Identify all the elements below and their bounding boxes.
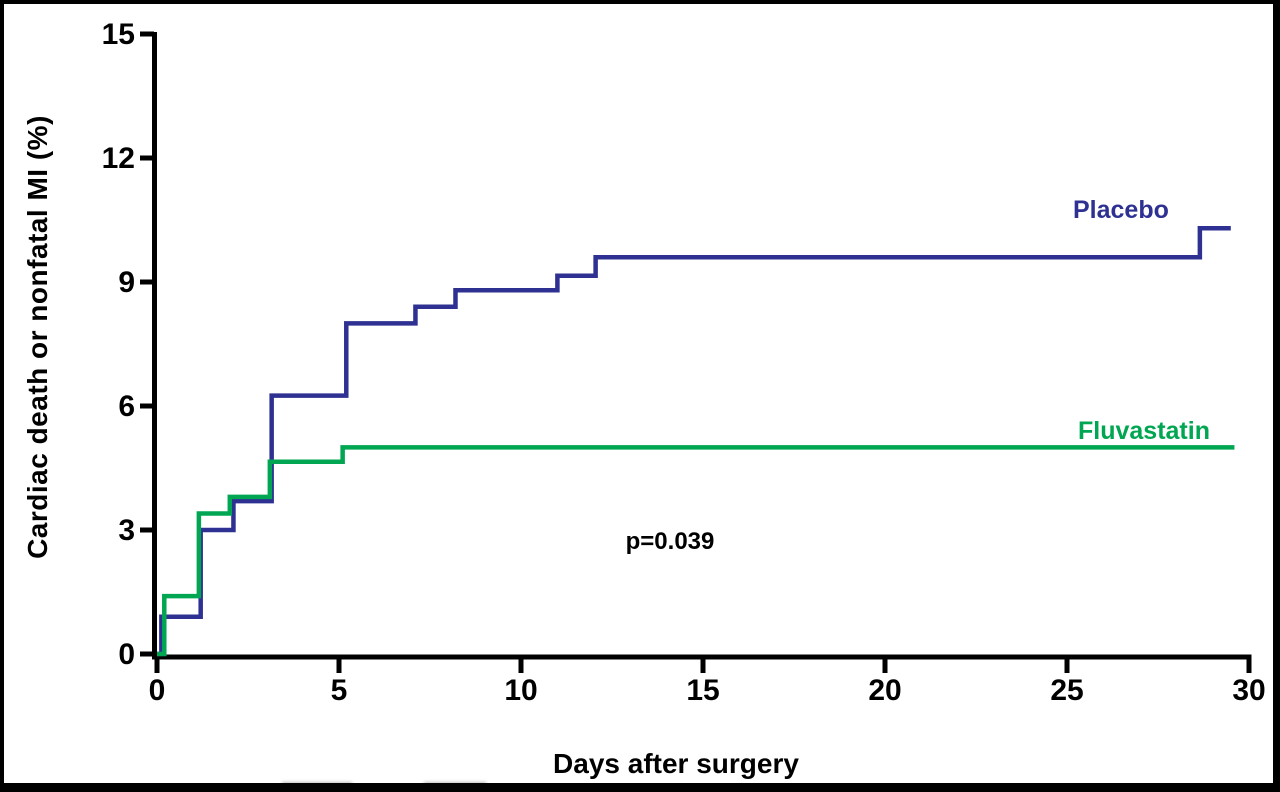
cutoff-text-fragment xyxy=(282,782,352,783)
x-tick-label: 20 xyxy=(868,674,901,707)
y-tick-label: 0 xyxy=(118,638,135,671)
x-tick-label: 30 xyxy=(1232,674,1265,707)
y-axis-title: Cardiac death or nonfatal MI (%) xyxy=(22,115,53,559)
plot-area: 0 3 6 9 12 15 0 5 10 15 20 25 30 xyxy=(102,18,1266,707)
y-tick-label: 15 xyxy=(102,18,135,51)
x-tick-label: 10 xyxy=(504,674,537,707)
y-tick-label: 12 xyxy=(102,142,135,175)
series-label-placebo: Placebo xyxy=(1073,196,1169,224)
x-tick-label: 15 xyxy=(686,674,719,707)
y-tick-label: 9 xyxy=(118,266,135,299)
x-tick-label: 0 xyxy=(149,674,166,707)
x-tick-label: 25 xyxy=(1050,674,1083,707)
curve-placebo xyxy=(157,226,1231,657)
y-tick-label: 6 xyxy=(118,390,135,423)
cutoff-text-fragment xyxy=(424,782,486,783)
x-axis-title: Days after surgery xyxy=(553,748,799,779)
y-tick-label: 3 xyxy=(118,514,135,547)
x-tick-label: 5 xyxy=(331,674,348,707)
p-value-annotation: p=0.039 xyxy=(625,528,715,555)
series-label-fluvastatin: Fluvastatin xyxy=(1078,417,1210,445)
curve-fluvastatin xyxy=(157,445,1235,657)
